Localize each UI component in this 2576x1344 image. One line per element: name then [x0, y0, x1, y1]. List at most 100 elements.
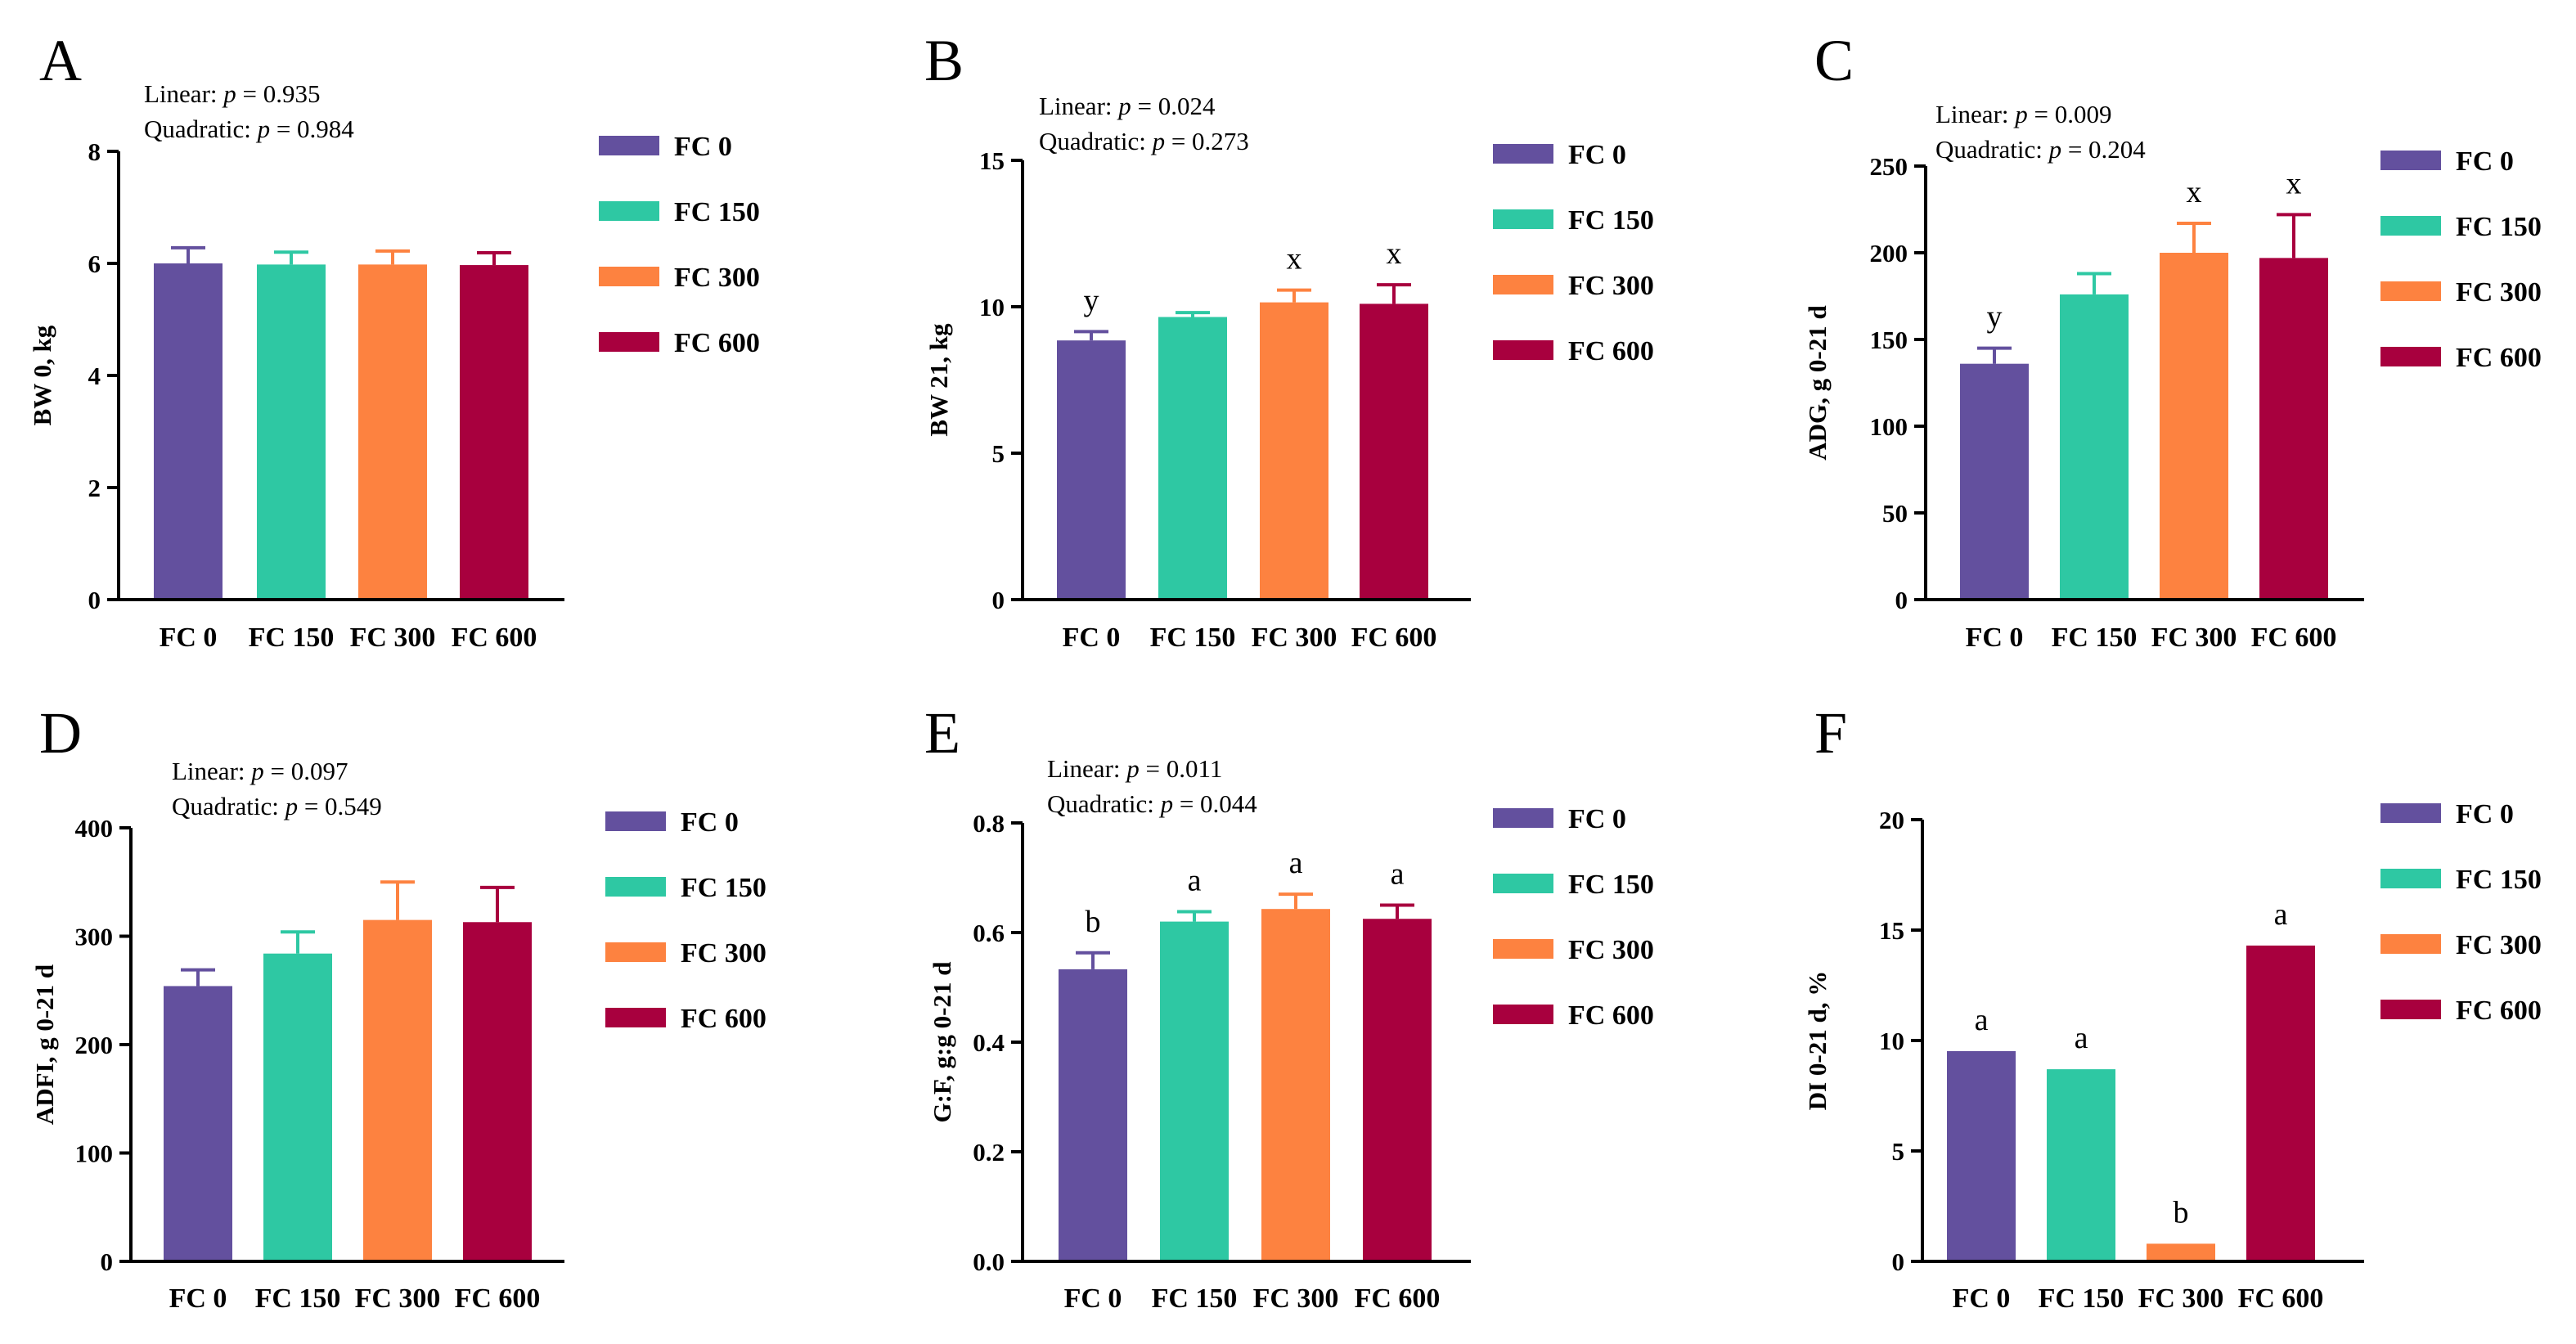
- linear-stat: Linear: p = 0.024: [1039, 92, 1216, 120]
- x-tick-label: FC 0: [1953, 1283, 2011, 1314]
- legend-swatch: [1493, 144, 1553, 164]
- x-tick-label: FC 600: [1351, 623, 1437, 653]
- bar-fc-300: [2147, 1243, 2215, 1261]
- bar-fc-600: [1363, 919, 1432, 1261]
- legend-swatch: [599, 201, 659, 221]
- y-axis-title: ADG, g 0-21 d: [1803, 305, 1832, 460]
- significance-letter: a: [2274, 897, 2288, 932]
- panel-a: A Linear: p = 0.935 Quadratic: p = 0.984 0 2…: [28, 28, 760, 653]
- bar-fc-600: [2259, 258, 2328, 600]
- y-tick-label: 0: [101, 1247, 114, 1276]
- y-tick-label: 200: [1870, 239, 1908, 267]
- bar-fc-600: [1360, 303, 1428, 600]
- y-tick-label: 50: [1882, 499, 1908, 528]
- y-tick-label: 250: [1870, 152, 1908, 181]
- legend-label: FC 0: [2456, 799, 2514, 829]
- y-tick-label: 0.4: [973, 1028, 1005, 1057]
- y-tick-label: 8: [88, 137, 101, 166]
- y-tick-label: 0: [1892, 1247, 1905, 1276]
- bar-fc-150: [257, 264, 326, 600]
- legend-label: FC 0: [2456, 146, 2514, 177]
- legend-swatch: [605, 811, 666, 831]
- x-tick-label: FC 300: [355, 1283, 441, 1314]
- bar-fc-0: [1059, 969, 1127, 1261]
- significance-letter: b: [1086, 905, 1101, 939]
- y-tick-label: 300: [75, 923, 114, 951]
- quadratic-stat: Quadratic: p = 0.549: [172, 792, 382, 820]
- y-tick-label: 10: [1879, 1027, 1904, 1055]
- bar-fc-300: [1260, 302, 1328, 600]
- panel-letter: A: [39, 28, 82, 93]
- panel-b: B Linear: p = 0.024 Quadratic: p = 0.273 0 5…: [924, 28, 1654, 653]
- x-tick-label: FC 150: [1150, 623, 1236, 653]
- legend-label: FC 150: [674, 197, 760, 227]
- y-tick-label: 15: [1879, 916, 1904, 945]
- bar-fc-150: [263, 953, 332, 1261]
- y-tick-label: 20: [1879, 806, 1904, 834]
- x-tick-label: FC 300: [350, 623, 436, 653]
- legend-label: FC 0: [674, 132, 732, 162]
- x-tick-label: FC 600: [2238, 1283, 2324, 1314]
- y-tick-label: 6: [88, 249, 101, 278]
- x-tick-label: FC 0: [169, 1283, 227, 1314]
- y-axis-title: BW 21, kg: [924, 323, 953, 437]
- bar-fc-600: [460, 265, 528, 600]
- panel-f: F 0 5 10 15 20 DI 0-21 d, % a FC 0 a FC 150 b FC 300…: [1803, 700, 2542, 1314]
- legend-label: FC 600: [2456, 996, 2542, 1026]
- legend-label: FC 300: [1568, 935, 1654, 965]
- linear-stat: Linear: p = 0.935: [144, 79, 321, 108]
- x-tick-label: FC 0: [1966, 623, 2024, 653]
- quadratic-stat: Quadratic: p = 0.044: [1047, 789, 1257, 818]
- legend-label: FC 600: [674, 328, 760, 358]
- x-tick-label: FC 0: [160, 623, 218, 653]
- legend-swatch: [2380, 151, 2441, 170]
- legend-swatch: [605, 942, 666, 962]
- y-axis-title: DI 0-21 d, %: [1803, 971, 1832, 1111]
- legend-label: FC 0: [681, 807, 739, 838]
- legend-label: FC 600: [2456, 343, 2542, 373]
- bar-fc-0: [1057, 340, 1126, 600]
- y-tick-label: 0.8: [973, 809, 1005, 838]
- legend-swatch: [1493, 275, 1553, 294]
- linear-stat: Linear: p = 0.009: [1935, 100, 2112, 128]
- bar-fc-0: [154, 263, 223, 600]
- bar-fc-0: [1947, 1050, 2016, 1261]
- panel-letter: D: [39, 700, 82, 766]
- legend-label: FC 300: [2456, 930, 2542, 960]
- legend-label: FC 300: [681, 938, 767, 969]
- legend-label: FC 0: [1568, 140, 1626, 170]
- y-tick-label: 5: [1892, 1137, 1905, 1166]
- panel-letter: B: [924, 28, 964, 93]
- legend-label: FC 150: [2456, 865, 2542, 895]
- legend-label: FC 0: [1568, 804, 1626, 834]
- significance-letter: a: [1975, 1003, 1989, 1037]
- x-tick-label: FC 150: [2052, 623, 2138, 653]
- x-tick-label: FC 150: [249, 623, 335, 653]
- legend-label: FC 150: [681, 873, 767, 903]
- legend-swatch: [605, 877, 666, 897]
- x-tick-label: FC 300: [1252, 623, 1337, 653]
- significance-letter: x: [2187, 175, 2202, 209]
- y-axis-title: BW 0, kg: [28, 325, 56, 425]
- x-tick-label: FC 600: [455, 1283, 541, 1314]
- legend-swatch: [2380, 934, 2441, 954]
- bar-fc-600: [2246, 945, 2315, 1261]
- legend-label: FC 300: [2456, 277, 2542, 308]
- legend-swatch: [2380, 803, 2441, 823]
- panel-letter: C: [1814, 28, 1854, 93]
- y-tick-label: 100: [75, 1139, 114, 1168]
- y-tick-label: 200: [75, 1031, 114, 1059]
- significance-letter: x: [2286, 166, 2302, 200]
- y-tick-label: 0: [88, 586, 101, 614]
- legend-swatch: [2380, 216, 2441, 236]
- legend-swatch: [605, 1008, 666, 1027]
- significance-letter: a: [1289, 846, 1303, 880]
- legend-swatch: [1493, 874, 1553, 893]
- significance-letter: x: [1287, 242, 1302, 276]
- panel-e: E Linear: p = 0.011 Quadratic: p = 0.044 0.…: [924, 700, 1654, 1314]
- significance-letter: x: [1387, 236, 1402, 271]
- y-tick-label: 0: [992, 586, 1005, 614]
- significance-letter: b: [2174, 1195, 2189, 1229]
- bar-fc-600: [463, 922, 532, 1261]
